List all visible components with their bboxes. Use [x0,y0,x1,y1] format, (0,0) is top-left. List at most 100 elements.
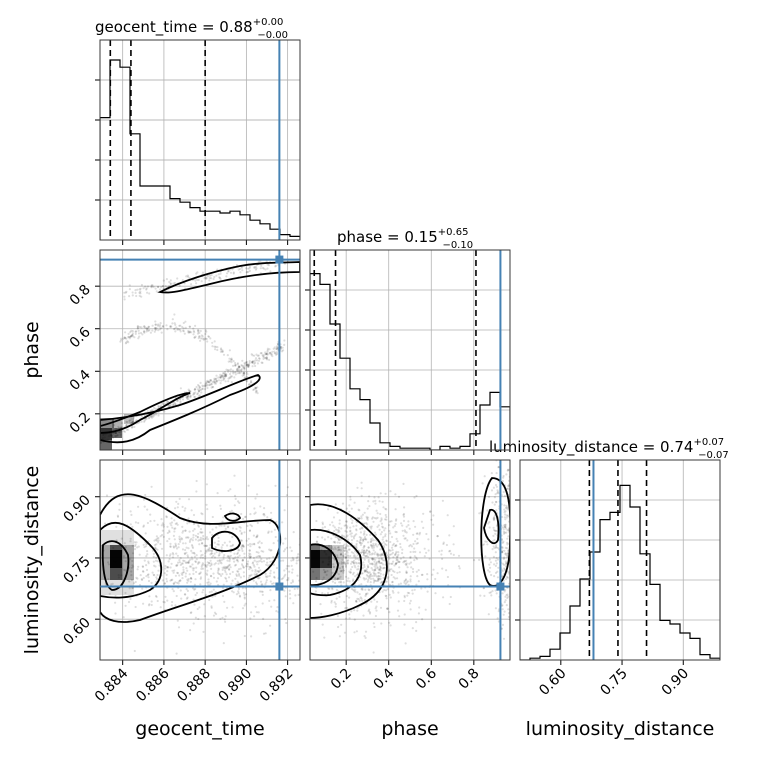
scatter-point-lp [496,570,499,573]
scatter-point-lg [184,507,187,510]
scatter-point-lg [243,556,246,559]
scatter-point-lp [378,571,381,574]
scatter-point-pg [131,291,134,294]
scatter-point-pg [198,388,201,391]
scatter-point-lp [502,613,505,616]
scatter-point-lg [165,573,168,577]
scatter-point-lg [215,551,218,554]
scatter-point-lg [260,557,263,561]
scatter-point-lp [505,506,508,509]
scatter-point-lg [198,572,201,576]
scatter-point-lg [219,504,222,507]
scatter-point-pg [179,401,182,404]
scatter-point-pg [242,366,245,369]
scatter-point-lp [362,538,365,541]
scatter-point-lg [290,564,293,568]
scatter-point-lg [187,536,190,539]
scatter-point-lp [370,553,373,556]
scatter-point-pg [219,348,223,351]
scatter-point-lg [209,564,212,568]
scatter-point-lg [213,541,216,544]
scatter-point-lp [494,483,498,487]
scatter-point-lp [412,542,415,546]
scatter-point-lg [181,548,185,551]
scatter-point-lp [504,553,507,556]
scatter-point-lp [360,572,363,575]
scatter-point-pg [253,266,256,269]
scatter-point-lg [174,581,177,584]
scatter-point-pg [196,393,199,396]
scatter-point-lp [348,580,351,583]
scatter-point-pg [194,387,197,390]
scatter-point-lp [396,577,399,580]
scatter-point-lp [378,562,381,565]
scatter-point-lg [206,508,209,511]
scatter-point-lg [267,530,270,533]
scatter-point-lg [218,553,221,557]
scatter-point-pg [136,327,139,330]
scatter-point-lg [201,531,204,534]
scatter-point-lp [429,510,432,513]
scatter-point-pg [205,276,208,279]
scatter-point-lp [350,507,353,510]
scatter-point-lg [131,564,134,567]
scatter-point-lp [335,528,338,531]
scatter-point-lp [505,531,508,534]
scatter-point-pg [220,375,224,378]
scatter-point-lg [165,554,168,557]
scatter-point-lg [233,504,236,507]
scatter-point-pg [232,360,235,363]
scatter-point-pg [200,280,203,283]
scatter-point-lg [136,568,139,571]
scatter-point-lp [495,562,498,565]
scatter-point-pg [271,350,274,353]
scatter-point-lg [237,587,240,591]
scatter-point-lp [366,580,369,583]
scatter-point-lp [368,550,371,554]
scatter-point-lg [197,532,200,535]
scatter-point-lg [188,530,191,533]
scatter-point-lp [379,553,383,556]
scatter-point-lp [341,502,345,505]
scatter-point-lp [388,621,391,624]
scatter-point-pg [147,325,150,328]
scatter-point-pg [151,324,154,327]
scatter-point-lg [229,566,232,569]
scatter-point-lg [169,579,172,582]
scatter-point-lp [449,552,453,555]
scatter-point-lp [340,623,343,626]
scatter-point-lp [502,490,505,494]
scatter-point-lp [368,589,371,592]
scatter-point-pg [128,421,132,424]
scatter-point-pg [272,347,275,350]
scatter-point-lp [384,507,387,510]
scatter-point-lg [223,541,226,544]
scatter-point-pg [214,381,217,384]
scatter-point-lg [174,604,177,607]
scatter-point-lg [257,566,261,569]
scatter-point-lg [246,565,249,568]
scatter-point-pg [132,416,135,419]
scatter-point-pg [254,386,258,389]
scatter-point-lp [331,588,334,591]
title-phase: phase = 0.15+0.65 −0.10 [337,227,473,251]
contour-lp-outer [310,503,388,619]
scatter-point-lg [155,595,158,599]
scatter-point-lp [415,494,418,498]
scatter-point-lg [291,579,294,582]
scatter-point-lp [365,555,368,558]
scatter-point-pg [256,386,259,389]
scatter-point-lp [374,569,377,572]
scatter-point-pg [197,330,200,333]
ytick-label-pg-3: 0.8 [67,282,94,309]
scatter-point-pg [140,326,143,329]
scatter-point-pg [226,369,229,372]
scatter-point-pg [193,395,196,399]
scatter-point-lp [373,496,376,499]
scatter-point-lg [207,549,210,553]
scatter-point-lp [514,567,516,569]
scatter-point-lg [288,593,292,596]
scatter-point-lg [133,545,137,548]
scatter-point-lp [507,468,510,471]
scatter-point-lp [339,581,343,584]
